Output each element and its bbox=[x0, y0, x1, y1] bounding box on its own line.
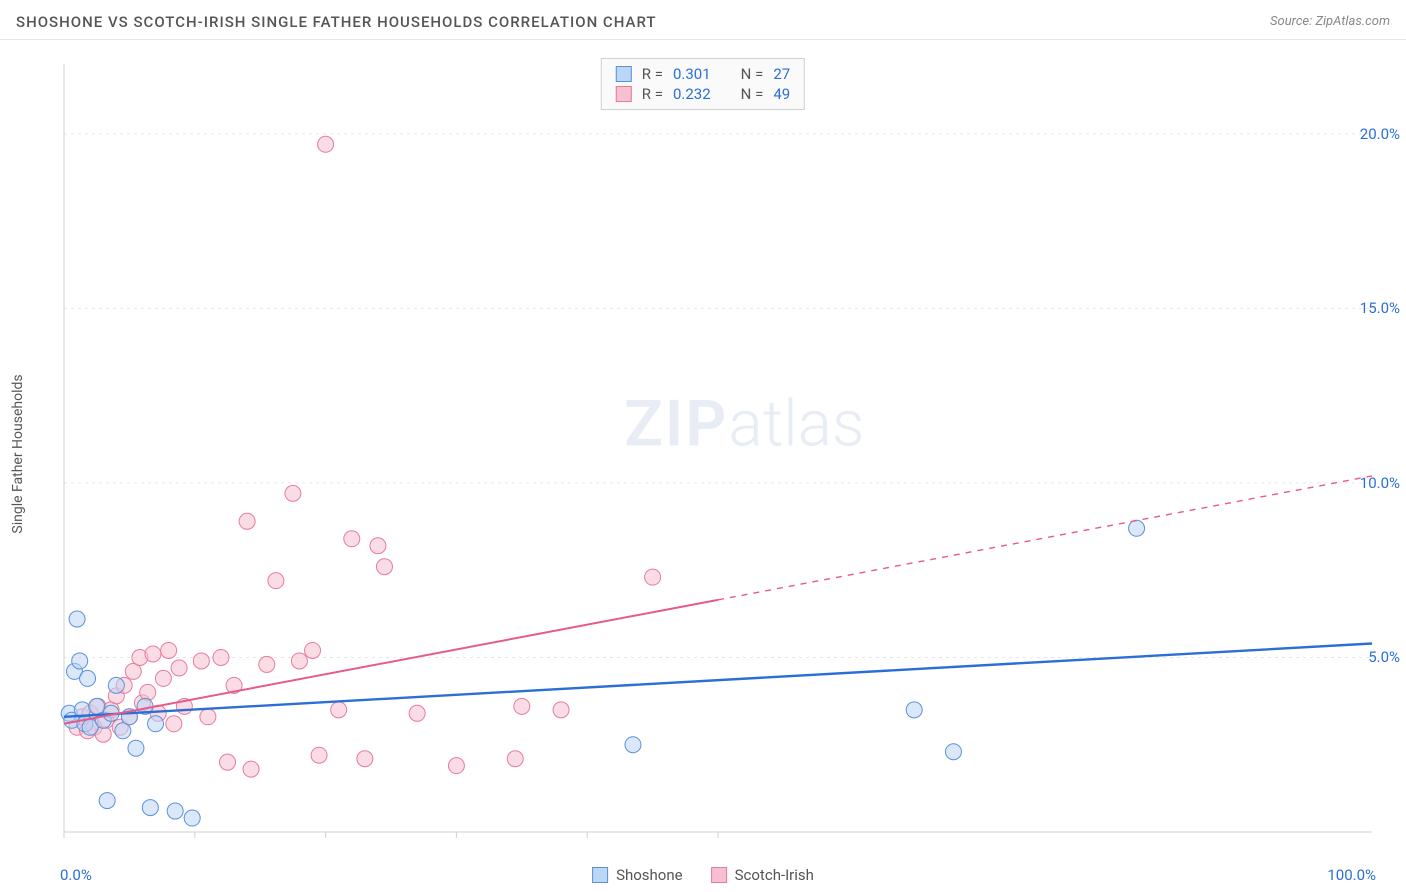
r-label: R = bbox=[642, 65, 663, 83]
chart-title: SHOSHONE VS SCOTCH-IRISH SINGLE FATHER H… bbox=[16, 13, 657, 31]
legend-item-shoshone: Shoshone bbox=[592, 866, 683, 884]
scatter-chart bbox=[60, 60, 1376, 852]
n-label: N = bbox=[741, 65, 764, 83]
legend-label-shoshone: Shoshone bbox=[616, 866, 683, 884]
source-value: ZipAtlas.com bbox=[1315, 14, 1390, 29]
legend-label-scotch: Scotch-Irish bbox=[735, 866, 814, 884]
n-label: N = bbox=[741, 85, 764, 103]
legend-item-scotch: Scotch-Irish bbox=[711, 866, 814, 884]
y-tick-label: 15.0% bbox=[1360, 299, 1400, 317]
legend-stats-row-scotch: R = 0.232 N = 49 bbox=[616, 85, 790, 103]
legend-stats: R = 0.301 N = 27 R = 0.232 N = 49 bbox=[601, 58, 805, 110]
r-value-shoshone: 0.301 bbox=[673, 65, 711, 83]
source-attribution: Source: ZipAtlas.com bbox=[1270, 14, 1390, 29]
chart-area: ZIPatlas bbox=[60, 60, 1376, 852]
n-value-scotch: 49 bbox=[773, 85, 790, 103]
y-tick-label: 20.0% bbox=[1360, 125, 1400, 143]
r-value-scotch: 0.232 bbox=[673, 85, 711, 103]
legend-series: Shoshone Scotch-Irish bbox=[592, 866, 814, 884]
swatch-shoshone-icon bbox=[592, 867, 608, 883]
swatch-scotch-icon bbox=[711, 867, 727, 883]
legend-stats-row-shoshone: R = 0.301 N = 27 bbox=[616, 65, 790, 83]
x-tick-min: 0.0% bbox=[60, 866, 92, 884]
swatch-scotch bbox=[616, 86, 632, 102]
header: SHOSHONE VS SCOTCH-IRISH SINGLE FATHER H… bbox=[0, 0, 1406, 40]
y-axis-label: Single Father Households bbox=[10, 374, 26, 533]
y-tick-label: 10.0% bbox=[1360, 474, 1400, 492]
r-label: R = bbox=[642, 85, 663, 103]
x-tick-max: 100.0% bbox=[1327, 866, 1376, 884]
n-value-shoshone: 27 bbox=[773, 65, 790, 83]
y-tick-label: 5.0% bbox=[1368, 648, 1400, 666]
swatch-shoshone bbox=[616, 66, 632, 82]
source-label: Source: bbox=[1270, 14, 1315, 29]
